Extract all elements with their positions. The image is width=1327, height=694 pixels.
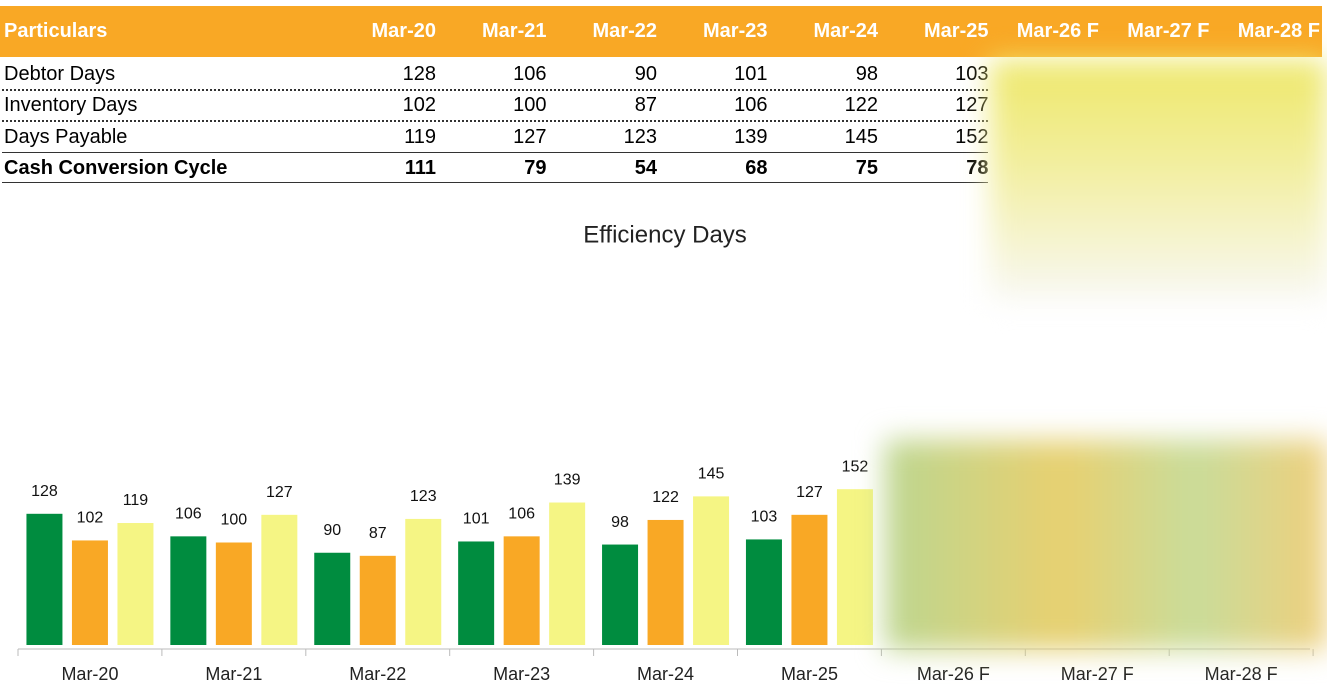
bar: [549, 502, 586, 645]
table-cell: 75: [855, 157, 878, 179]
table-cell: 103: [955, 63, 989, 85]
bar: [117, 523, 154, 645]
bar: [261, 514, 298, 645]
row-label: Debtor Days: [4, 63, 116, 85]
bar: [836, 489, 873, 645]
column-header: Mar-26 F: [1016, 20, 1099, 42]
bar: [359, 555, 396, 645]
data-label: 123: [410, 488, 437, 505]
bar: [647, 519, 684, 645]
table-cell: 100: [513, 94, 547, 116]
column-header: Mar-22: [592, 20, 657, 42]
data-label: 139: [554, 472, 581, 489]
column-header: Mar-24: [813, 20, 878, 42]
table-cell: 87: [634, 94, 657, 116]
table-cell: 152: [955, 126, 989, 148]
row-label: Inventory Days: [4, 94, 138, 116]
row-label: Cash Conversion Cycle: [4, 157, 228, 179]
table-cell: 111: [404, 157, 436, 179]
bar: [791, 514, 828, 645]
data-label: 152: [842, 458, 869, 475]
data-label: 145: [698, 466, 725, 483]
table-cell: 98: [855, 63, 878, 85]
x-tick-label: Mar-20: [61, 664, 118, 684]
table-cell: 145: [844, 126, 878, 148]
table-cell: 79: [524, 157, 547, 179]
table-cell: 127: [513, 126, 547, 148]
table-cell: 54: [634, 157, 657, 179]
column-header: Mar-23: [703, 20, 768, 42]
column-header: Mar-21: [482, 20, 547, 42]
table-cell: 127: [955, 94, 989, 116]
data-label: 101: [463, 511, 490, 528]
x-tick-label: Mar-25: [781, 664, 838, 684]
column-header: Mar-25: [924, 20, 989, 42]
column-header: Particulars: [4, 20, 108, 42]
x-tick-label: Mar-26 F: [917, 664, 990, 684]
bar: [693, 496, 730, 645]
table-bottom-border: [2, 182, 988, 183]
blurred-region: [885, 440, 1327, 650]
bar: [26, 513, 63, 645]
table-cell: 128: [402, 63, 436, 85]
data-label: 122: [652, 489, 679, 506]
table-cell: 101: [734, 63, 768, 85]
table-cell: 106: [734, 94, 768, 116]
column-header: Mar-27 F: [1127, 20, 1210, 42]
table-cell: 139: [734, 126, 768, 148]
row-label: Days Payable: [4, 126, 128, 148]
data-label: 98: [611, 514, 629, 531]
column-header: Mar-20: [371, 20, 436, 42]
table-header: [0, 6, 1322, 57]
table-cell: 90: [634, 63, 657, 85]
x-tick-label: Mar-28 F: [1205, 664, 1278, 684]
table-cell: 102: [402, 94, 436, 116]
bar: [458, 541, 495, 645]
data-label: 119: [123, 492, 149, 509]
x-tick-label: Mar-23: [493, 664, 550, 684]
x-tick-label: Mar-22: [349, 664, 406, 684]
data-label: 103: [751, 509, 778, 526]
data-label: 90: [323, 522, 341, 539]
bar: [602, 544, 639, 645]
table-cell: 106: [513, 63, 547, 85]
data-label: 127: [796, 484, 823, 501]
blurred-region: [990, 60, 1327, 300]
column-header: Mar-28 F: [1237, 20, 1320, 42]
x-tick-label: Mar-24: [637, 664, 694, 684]
data-label: 102: [77, 510, 104, 527]
chart-title: Efficiency Days: [583, 221, 747, 248]
bar: [745, 539, 782, 645]
table-cell: 68: [745, 157, 768, 179]
row-separator: [2, 152, 988, 153]
data-table: Particulars Mar-20 Mar-21 Mar-22 Mar-23 Mar-2…: [0, 0, 1327, 190]
bar: [71, 540, 108, 645]
data-label: 127: [266, 484, 293, 501]
bar: [405, 518, 442, 645]
table-cell: 78: [966, 157, 989, 179]
table-cell: 122: [844, 94, 878, 116]
bar: [503, 536, 540, 645]
data-label: 106: [175, 506, 202, 523]
table-cell: 119: [404, 126, 436, 148]
data-label: 106: [508, 506, 535, 523]
x-tick-label: Mar-21: [205, 664, 262, 684]
table-cell: 123: [623, 126, 657, 148]
bar: [170, 536, 207, 645]
x-tick-label: Mar-27 F: [1061, 664, 1134, 684]
data-label: 128: [31, 483, 58, 500]
row-separator: [2, 89, 988, 91]
data-label: 87: [369, 525, 387, 542]
data-label: 100: [220, 512, 247, 529]
bar: [215, 542, 252, 645]
row-separator: [2, 120, 988, 122]
bar: [314, 552, 351, 645]
